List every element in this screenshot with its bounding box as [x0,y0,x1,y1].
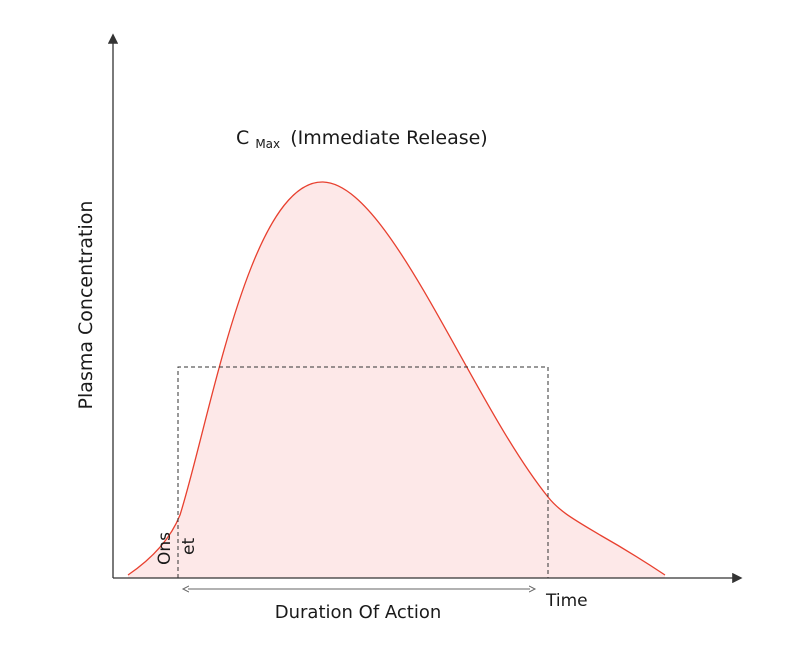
onset-label-part2: et [179,538,199,555]
onset-label-part1: Ons [155,532,175,565]
duration-label: Duration Of Action [275,602,442,623]
y-axis-label: Plasma Concentration [75,201,97,410]
cmax-rest: (Immediate Release) [290,127,488,149]
concentration-area [128,181,665,578]
cmax-subscript: Max [255,137,280,151]
cmax-c: C [236,127,249,149]
x-axis-label: Time [545,591,588,611]
duration-dashed-box [177,366,549,578]
concentration-curve [127,181,666,576]
cmax-title: C Max (Immediate Release) [236,127,488,153]
